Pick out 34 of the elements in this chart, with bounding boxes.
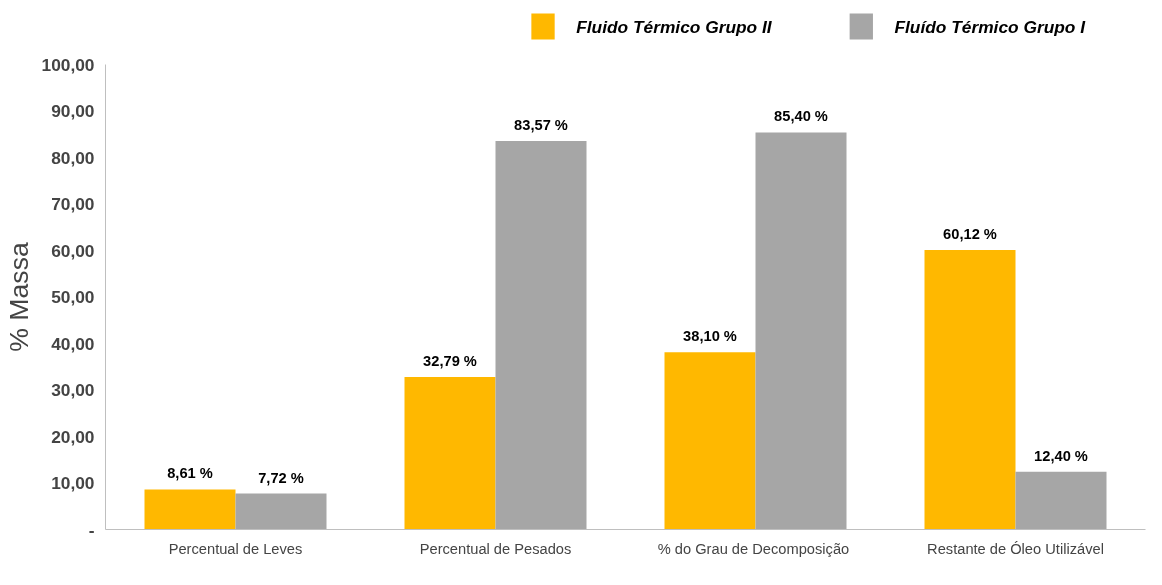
y-tick-label: - <box>88 519 95 540</box>
bar <box>664 352 756 530</box>
data-label: 32,79 % <box>423 353 477 370</box>
bar <box>1015 471 1107 530</box>
x-tick-label: % do Grau de Decomposição <box>657 540 850 557</box>
y-tick-label: 90,00 <box>51 101 95 121</box>
y-axis-title: % Massa <box>3 242 34 352</box>
data-label: 38,10 % <box>683 328 737 345</box>
x-tick-label: Percentual de Pesados <box>419 540 572 557</box>
y-tick-label: 10,00 <box>51 473 95 493</box>
y-tick-label: 70,00 <box>51 194 95 214</box>
y-tick-label: 40,00 <box>51 333 95 354</box>
data-label: 12,40 % <box>1034 447 1088 464</box>
data-label: 83,57 % <box>514 116 568 133</box>
x-tick-label: Restante de Óleo Utilizável <box>927 540 1104 557</box>
y-tick-label: 100,00 <box>41 54 95 75</box>
bar <box>144 489 236 530</box>
y-tick-label: 30,00 <box>51 380 95 400</box>
bar <box>235 493 327 530</box>
bar <box>404 377 496 530</box>
legend-label: Fluido Térmico Grupo II <box>576 16 773 37</box>
bar <box>924 249 1016 530</box>
y-tick-label: 80,00 <box>51 147 95 168</box>
y-tick-label: 20,00 <box>51 426 95 447</box>
data-label: 7,72 % <box>258 469 304 486</box>
x-tick-label: Percentual de Leves <box>168 540 303 557</box>
data-label: 85,40 % <box>774 108 828 125</box>
data-label: 8,61 % <box>167 465 213 482</box>
legend-label: Fluído Térmico Grupo I <box>894 16 1087 37</box>
bar <box>495 140 587 530</box>
y-tick-label: 60,00 <box>51 240 95 261</box>
data-label: 60,12 % <box>943 225 997 242</box>
y-tick-label: 50,00 <box>51 287 95 307</box>
bar <box>755 132 847 530</box>
